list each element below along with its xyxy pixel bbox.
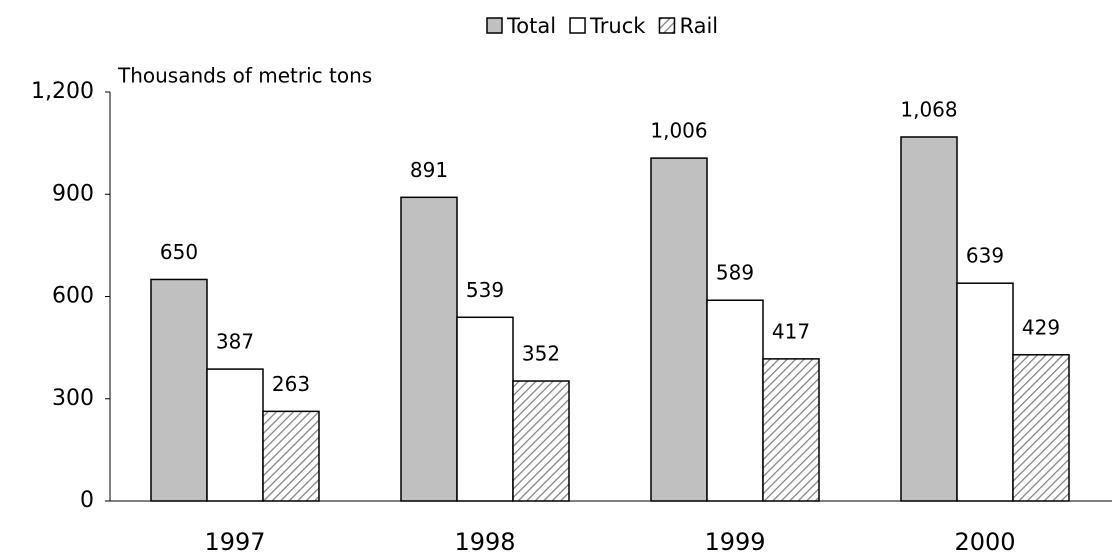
x-tick-label: 1999 — [704, 528, 765, 556]
legend-label: Truck — [589, 14, 646, 38]
y-axis-label: Thousands of metric tons — [117, 64, 372, 88]
legend-swatch — [569, 17, 586, 34]
legend-label: Total — [506, 14, 556, 38]
data-label: 639 — [966, 244, 1004, 268]
data-label: 589 — [716, 261, 754, 285]
bar — [456, 316, 514, 502]
legend-label: Rail — [679, 14, 718, 38]
bar — [900, 136, 958, 502]
x-tick-label: 2000 — [954, 528, 1015, 556]
data-label: 352 — [522, 342, 560, 366]
bar — [262, 410, 320, 502]
x-tick-label: 1998 — [454, 528, 515, 556]
bar — [206, 368, 264, 502]
bar — [650, 157, 708, 502]
data-label: 387 — [216, 330, 254, 354]
data-label: 429 — [1022, 315, 1060, 339]
data-label: 1,006 — [650, 119, 707, 143]
data-label: 1,068 — [900, 97, 957, 121]
y-tick-label: 1,200 — [31, 79, 94, 104]
legend-swatch — [486, 17, 503, 34]
bar — [762, 358, 820, 502]
data-label: 650 — [160, 240, 198, 264]
bar — [1012, 354, 1070, 502]
bar — [512, 380, 570, 502]
data-label: 417 — [772, 319, 810, 343]
bar — [150, 278, 208, 502]
x-tick-label: 1997 — [204, 528, 265, 556]
y-tick-label: 300 — [52, 386, 94, 411]
bar — [706, 299, 764, 502]
data-label: 539 — [466, 278, 504, 302]
data-label: 263 — [272, 372, 310, 396]
bar — [956, 282, 1014, 502]
bar — [400, 196, 458, 502]
data-label: 891 — [410, 158, 448, 182]
y-tick-label: 900 — [52, 181, 94, 206]
legend-swatch — [658, 17, 676, 34]
y-tick-label: 0 — [80, 488, 94, 513]
y-tick-label: 600 — [52, 284, 94, 309]
